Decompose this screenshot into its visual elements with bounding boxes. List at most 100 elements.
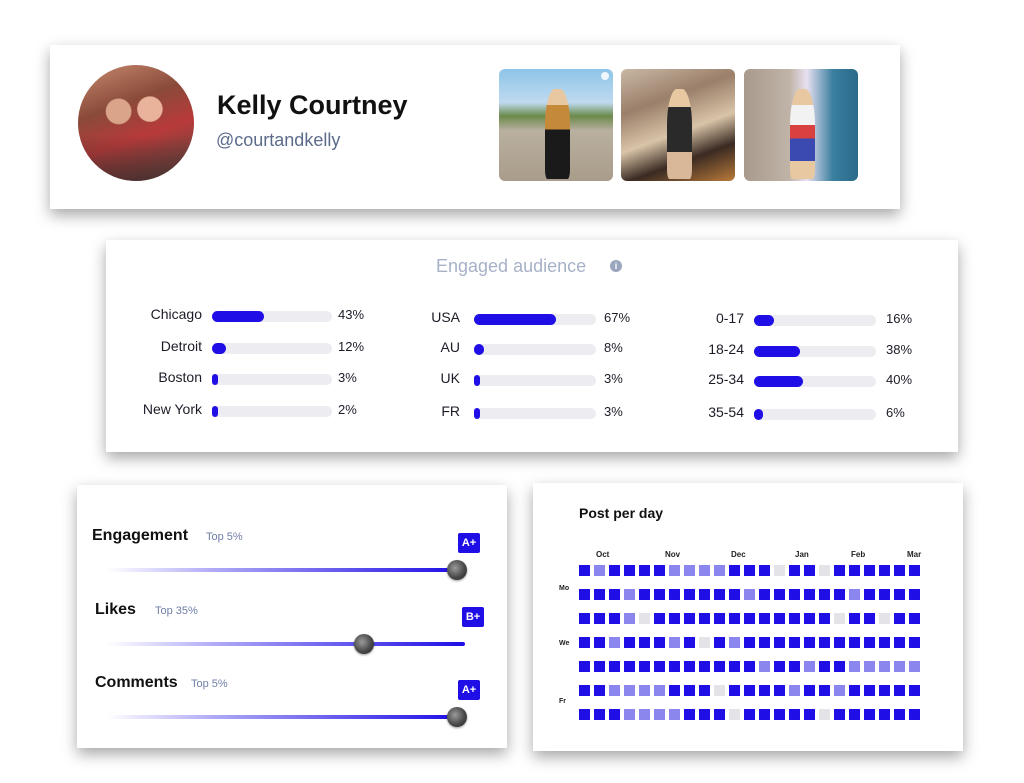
- activity-cell[interactable]: [909, 709, 920, 720]
- activity-cell[interactable]: [624, 637, 635, 648]
- activity-cell[interactable]: [714, 589, 725, 600]
- activity-cell[interactable]: [639, 589, 650, 600]
- activity-cell[interactable]: [684, 637, 695, 648]
- activity-cell[interactable]: [699, 565, 710, 576]
- activity-cell[interactable]: [594, 613, 605, 624]
- activity-cell[interactable]: [759, 565, 770, 576]
- activity-cell[interactable]: [789, 589, 800, 600]
- activity-cell[interactable]: [834, 613, 845, 624]
- activity-cell[interactable]: [729, 637, 740, 648]
- activity-cell[interactable]: [609, 685, 620, 696]
- activity-cell[interactable]: [789, 685, 800, 696]
- activity-cell[interactable]: [744, 685, 755, 696]
- activity-cell[interactable]: [624, 565, 635, 576]
- profile-handle[interactable]: @courtandkelly: [216, 130, 341, 150]
- activity-cell[interactable]: [759, 709, 770, 720]
- activity-cell[interactable]: [714, 661, 725, 672]
- activity-cell[interactable]: [804, 589, 815, 600]
- activity-cell[interactable]: [579, 613, 590, 624]
- activity-cell[interactable]: [669, 589, 680, 600]
- activity-cell[interactable]: [789, 565, 800, 576]
- activity-cell[interactable]: [879, 685, 890, 696]
- recent-post-photo-3[interactable]: [744, 69, 858, 181]
- activity-cell[interactable]: [789, 613, 800, 624]
- activity-cell[interactable]: [744, 565, 755, 576]
- activity-cell[interactable]: [654, 565, 665, 576]
- activity-cell[interactable]: [879, 613, 890, 624]
- activity-cell[interactable]: [669, 613, 680, 624]
- activity-cell[interactable]: [624, 589, 635, 600]
- activity-cell[interactable]: [639, 661, 650, 672]
- activity-cell[interactable]: [774, 637, 785, 648]
- activity-cell[interactable]: [744, 661, 755, 672]
- activity-cell[interactable]: [804, 661, 815, 672]
- recent-post-photo-2[interactable]: [621, 69, 735, 181]
- activity-cell[interactable]: [894, 565, 905, 576]
- activity-cell[interactable]: [729, 709, 740, 720]
- activity-cell[interactable]: [909, 637, 920, 648]
- activity-cell[interactable]: [864, 589, 875, 600]
- activity-cell[interactable]: [864, 661, 875, 672]
- score-slider-handle[interactable]: [447, 560, 467, 580]
- activity-cell[interactable]: [834, 709, 845, 720]
- activity-cell[interactable]: [594, 685, 605, 696]
- avatar[interactable]: [78, 65, 194, 181]
- activity-cell[interactable]: [849, 709, 860, 720]
- activity-cell[interactable]: [729, 589, 740, 600]
- activity-cell[interactable]: [669, 637, 680, 648]
- activity-cell[interactable]: [699, 709, 710, 720]
- activity-cell[interactable]: [669, 565, 680, 576]
- activity-cell[interactable]: [654, 661, 665, 672]
- activity-cell[interactable]: [759, 685, 770, 696]
- activity-cell[interactable]: [714, 709, 725, 720]
- activity-cell[interactable]: [789, 709, 800, 720]
- activity-cell[interactable]: [819, 709, 830, 720]
- activity-cell[interactable]: [594, 589, 605, 600]
- activity-cell[interactable]: [609, 661, 620, 672]
- activity-cell[interactable]: [879, 589, 890, 600]
- activity-cell[interactable]: [699, 685, 710, 696]
- activity-cell[interactable]: [789, 661, 800, 672]
- activity-cell[interactable]: [684, 685, 695, 696]
- activity-cell[interactable]: [759, 589, 770, 600]
- activity-cell[interactable]: [879, 637, 890, 648]
- activity-cell[interactable]: [909, 685, 920, 696]
- activity-cell[interactable]: [684, 709, 695, 720]
- activity-cell[interactable]: [759, 661, 770, 672]
- activity-cell[interactable]: [669, 709, 680, 720]
- activity-cell[interactable]: [594, 637, 605, 648]
- activity-cell[interactable]: [879, 709, 890, 720]
- activity-cell[interactable]: [654, 589, 665, 600]
- activity-cell[interactable]: [699, 661, 710, 672]
- activity-cell[interactable]: [834, 589, 845, 600]
- activity-cell[interactable]: [639, 613, 650, 624]
- activity-cell[interactable]: [849, 613, 860, 624]
- activity-cell[interactable]: [729, 613, 740, 624]
- score-slider-handle[interactable]: [447, 707, 467, 727]
- activity-cell[interactable]: [804, 613, 815, 624]
- activity-cell[interactable]: [684, 661, 695, 672]
- activity-cell[interactable]: [609, 637, 620, 648]
- activity-cell[interactable]: [609, 613, 620, 624]
- activity-cell[interactable]: [639, 685, 650, 696]
- activity-cell[interactable]: [879, 565, 890, 576]
- activity-cell[interactable]: [579, 709, 590, 720]
- activity-cell[interactable]: [699, 613, 710, 624]
- activity-cell[interactable]: [714, 613, 725, 624]
- activity-cell[interactable]: [609, 565, 620, 576]
- activity-cell[interactable]: [624, 661, 635, 672]
- activity-cell[interactable]: [744, 637, 755, 648]
- activity-cell[interactable]: [654, 637, 665, 648]
- activity-cell[interactable]: [819, 661, 830, 672]
- activity-cell[interactable]: [909, 661, 920, 672]
- activity-cell[interactable]: [789, 637, 800, 648]
- activity-cell[interactable]: [774, 589, 785, 600]
- activity-cell[interactable]: [669, 661, 680, 672]
- activity-cell[interactable]: [834, 565, 845, 576]
- activity-cell[interactable]: [594, 661, 605, 672]
- activity-cell[interactable]: [819, 685, 830, 696]
- activity-cell[interactable]: [744, 589, 755, 600]
- activity-cell[interactable]: [744, 709, 755, 720]
- activity-cell[interactable]: [774, 565, 785, 576]
- activity-cell[interactable]: [624, 613, 635, 624]
